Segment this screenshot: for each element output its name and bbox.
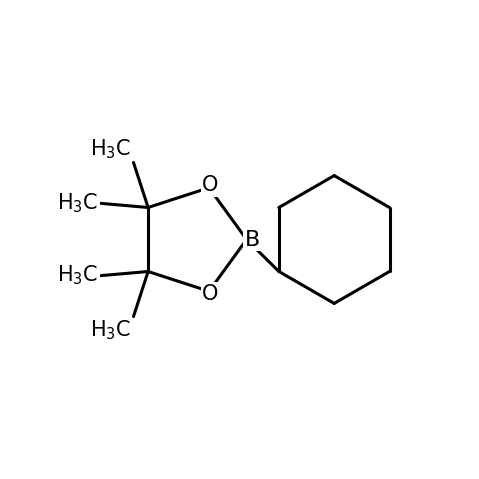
Text: H$_3$C: H$_3$C: [57, 192, 99, 215]
Text: H$_3$C: H$_3$C: [57, 264, 99, 287]
Text: B: B: [245, 229, 260, 250]
Text: H$_3$C: H$_3$C: [90, 137, 131, 160]
Text: H$_3$C: H$_3$C: [90, 319, 131, 342]
Text: O: O: [202, 175, 218, 195]
Text: O: O: [202, 284, 218, 304]
